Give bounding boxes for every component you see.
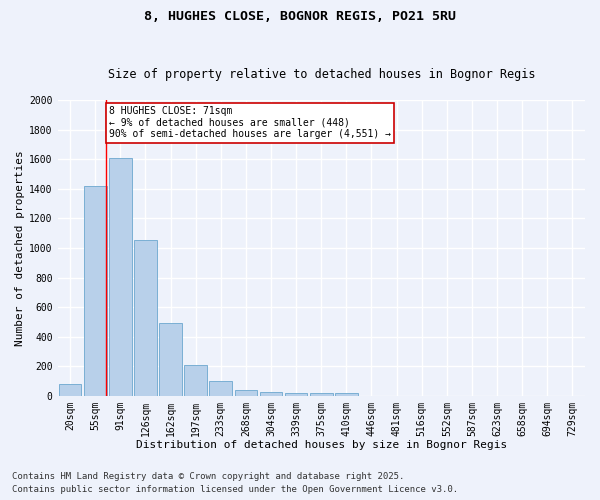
Bar xyxy=(184,366,207,396)
Bar xyxy=(335,393,358,396)
Bar xyxy=(235,390,257,396)
Title: Size of property relative to detached houses in Bognor Regis: Size of property relative to detached ho… xyxy=(107,68,535,81)
X-axis label: Distribution of detached houses by size in Bognor Regis: Distribution of detached houses by size … xyxy=(136,440,507,450)
Bar xyxy=(109,158,131,396)
Text: 8, HUGHES CLOSE, BOGNOR REGIS, PO21 5RU: 8, HUGHES CLOSE, BOGNOR REGIS, PO21 5RU xyxy=(144,10,456,23)
Bar xyxy=(59,384,82,396)
Text: 8 HUGHES CLOSE: 71sqm
← 9% of detached houses are smaller (448)
90% of semi-deta: 8 HUGHES CLOSE: 71sqm ← 9% of detached h… xyxy=(109,106,391,140)
Bar xyxy=(84,186,107,396)
Bar xyxy=(159,322,182,396)
Text: Contains public sector information licensed under the Open Government Licence v3: Contains public sector information licen… xyxy=(12,484,458,494)
Y-axis label: Number of detached properties: Number of detached properties xyxy=(15,150,25,346)
Text: Contains HM Land Registry data © Crown copyright and database right 2025.: Contains HM Land Registry data © Crown c… xyxy=(12,472,404,481)
Bar xyxy=(209,381,232,396)
Bar xyxy=(285,393,307,396)
Bar xyxy=(310,393,332,396)
Bar xyxy=(260,392,283,396)
Bar xyxy=(134,240,157,396)
